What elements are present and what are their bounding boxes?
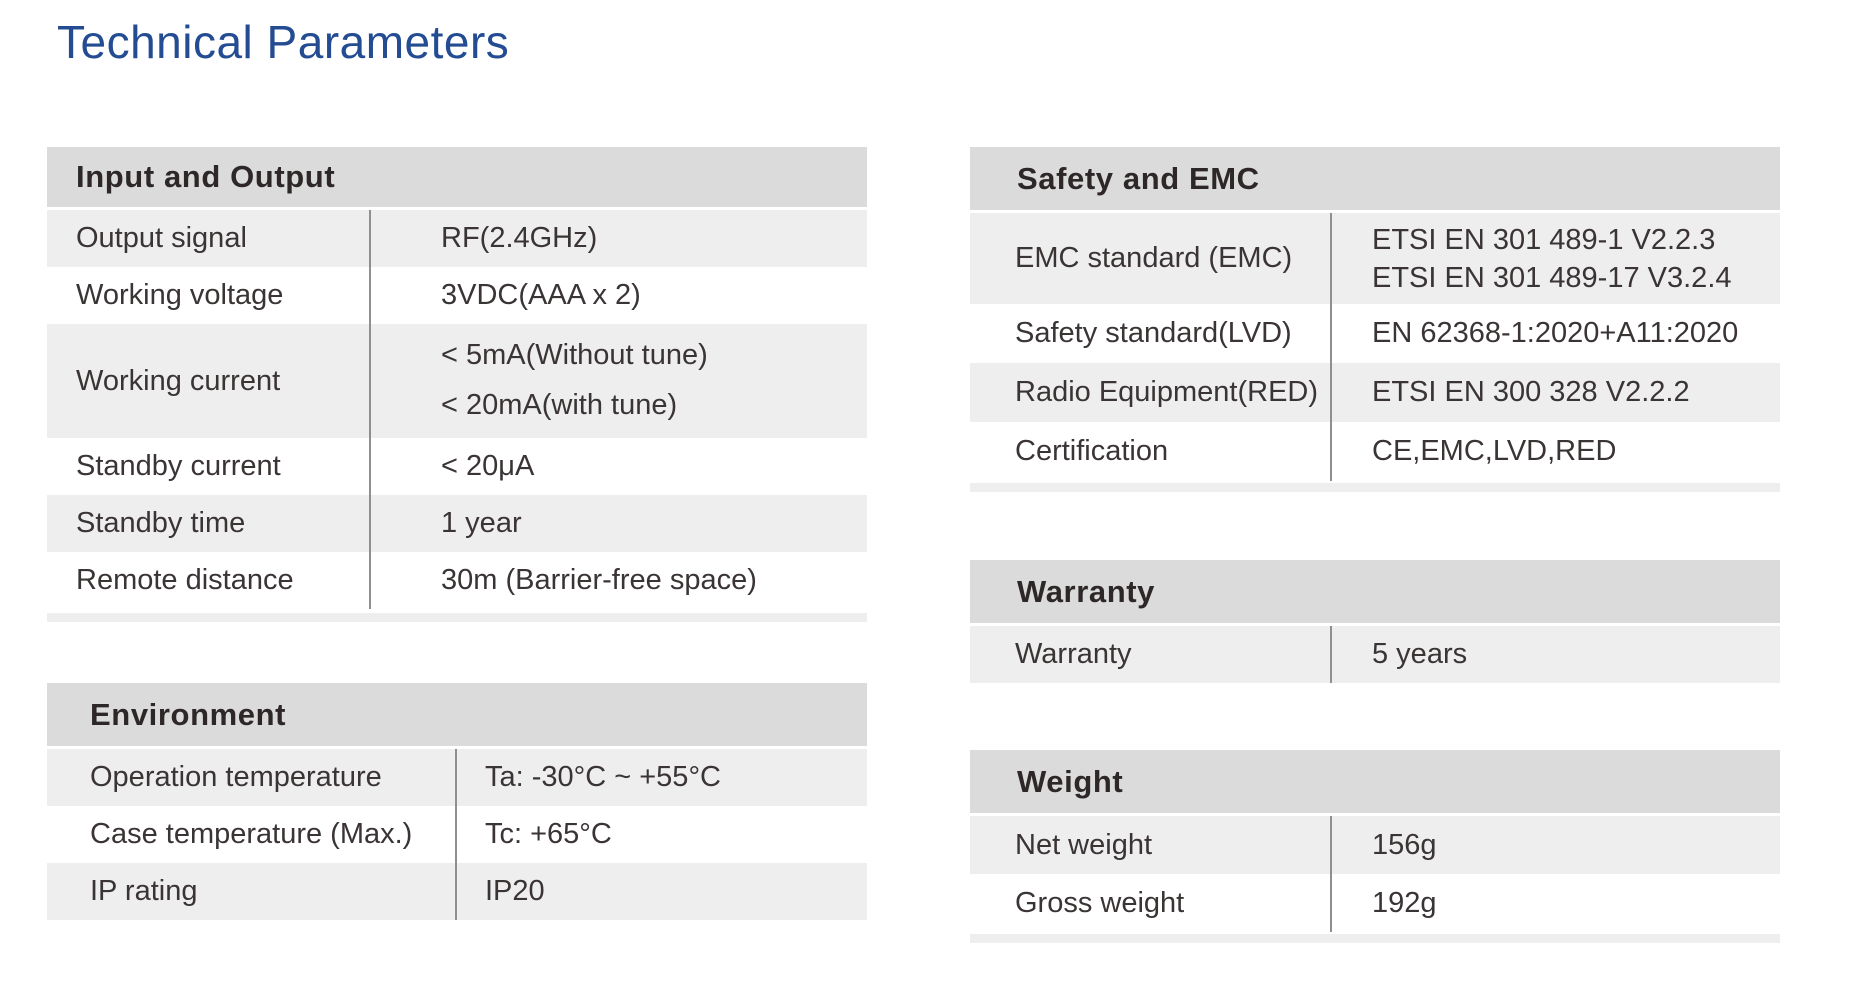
- param-label: EMC standard (EMC): [970, 213, 1332, 304]
- table-footer-strip: [47, 613, 867, 622]
- safety-emc-table-body: EMC standard (EMC) ETSI EN 301 489-1 V2.…: [970, 213, 1780, 481]
- table-row: Gross weight 192g: [970, 874, 1780, 932]
- table-row: Safety standard(LVD) EN 62368-1:2020+A11…: [970, 304, 1780, 363]
- weight-table-body: Net weight 156g Gross weight 192g: [970, 816, 1780, 932]
- weight-table-header: Weight: [970, 750, 1780, 813]
- param-value: 30m (Barrier-free space): [441, 564, 757, 596]
- safety-emc-table-header: Safety and EMC: [970, 147, 1780, 210]
- param-value: Ta: -30°C ~ +55°C: [485, 761, 721, 793]
- param-value-line-1: ETSI EN 301 489-1 V2.2.3: [1372, 223, 1716, 256]
- param-value-line-2: ETSI EN 301 489-17 V3.2.4: [1372, 261, 1732, 294]
- table-row: EMC standard (EMC) ETSI EN 301 489-1 V2.…: [970, 213, 1780, 304]
- param-value-line-2: < 20mA(with tune): [441, 389, 678, 421]
- table-footer-strip: [970, 483, 1780, 492]
- param-value: 156g: [1372, 828, 1437, 861]
- param-value: EN 62368-1:2020+A11:2020: [1372, 317, 1739, 349]
- table-row: Case temperature (Max.) Tc: +65°C: [47, 806, 867, 863]
- param-label: Safety standard(LVD): [970, 304, 1332, 363]
- table-title: Warranty: [1017, 573, 1156, 609]
- param-label: IP rating: [47, 863, 457, 920]
- param-value: Tc: +65°C: [485, 818, 612, 850]
- param-value: ETSI EN 300 328 V2.2.2: [1372, 376, 1690, 408]
- environment-table-header: Environment: [47, 683, 867, 746]
- table-row: Standby time 1 year: [47, 495, 867, 552]
- right-column: Safety and EMC EMC standard (EMC) ETSI E…: [970, 147, 1780, 943]
- param-value: 192g: [1372, 886, 1437, 919]
- param-label: Certification: [970, 422, 1332, 481]
- param-value: < 5mA(Without tune) < 20mA(with tune): [371, 324, 867, 438]
- param-value: CE,EMC,LVD,RED: [1372, 435, 1617, 467]
- param-label: Operation temperature: [47, 749, 457, 806]
- table-row: Output signal RF(2.4GHz): [47, 210, 867, 267]
- param-label: Warranty: [970, 626, 1332, 683]
- param-label: Case temperature (Max.): [47, 806, 457, 863]
- environment-table: Environment Operation temperature Ta: -3…: [47, 683, 867, 920]
- param-value: IP20: [485, 875, 545, 907]
- param-label: Working current: [47, 324, 371, 438]
- param-value: 3VDC(AAA x 2): [441, 279, 641, 311]
- table-title: Environment: [90, 696, 287, 732]
- param-label: Gross weight: [970, 874, 1332, 932]
- table-row: Remote distance 30m (Barrier-free space): [47, 552, 867, 609]
- left-column: Input and Output Output signal RF(2.4GHz…: [47, 147, 867, 920]
- table-title: Weight: [1017, 763, 1124, 799]
- param-label: Working voltage: [47, 267, 371, 324]
- table-row: Warranty 5 years: [970, 626, 1780, 683]
- warranty-table-body: Warranty 5 years: [970, 626, 1780, 683]
- table-row: Net weight 156g: [970, 816, 1780, 874]
- table-row: Operation temperature Ta: -30°C ~ +55°C: [47, 749, 867, 806]
- weight-table: Weight Net weight 156g Gross weight 192g: [970, 750, 1780, 943]
- warranty-table: Warranty Warranty 5 years: [970, 560, 1780, 683]
- environment-table-body: Operation temperature Ta: -30°C ~ +55°C …: [47, 749, 867, 920]
- param-value: 1 year: [441, 507, 522, 539]
- param-label: Standby current: [47, 438, 371, 495]
- table-footer-strip: [970, 934, 1780, 943]
- safety-emc-table: Safety and EMC EMC standard (EMC) ETSI E…: [970, 147, 1780, 492]
- warranty-table-header: Warranty: [970, 560, 1780, 623]
- param-label: Remote distance: [47, 552, 371, 609]
- param-value-line-1: < 5mA(Without tune): [441, 339, 708, 372]
- table-title: Safety and EMC: [1017, 160, 1260, 196]
- param-label: Net weight: [970, 816, 1332, 874]
- param-label: Standby time: [47, 495, 371, 552]
- page-title: Technical Parameters: [57, 16, 510, 68]
- input-output-table-body: Output signal RF(2.4GHz) Working voltage…: [47, 210, 867, 609]
- table-row: Standby current < 20μA: [47, 438, 867, 495]
- table-row: Working voltage 3VDC(AAA x 2): [47, 267, 867, 324]
- param-value: < 20μA: [441, 450, 535, 482]
- input-output-table-header: Input and Output: [47, 147, 867, 207]
- param-value: RF(2.4GHz): [441, 222, 598, 254]
- param-label: Radio Equipment(RED): [970, 363, 1332, 422]
- param-value: ETSI EN 301 489-1 V2.2.3 ETSI EN 301 489…: [1332, 213, 1780, 304]
- table-row: Working current < 5mA(Without tune) < 20…: [47, 324, 867, 438]
- table-row: IP rating IP20: [47, 863, 867, 920]
- table-row: Certification CE,EMC,LVD,RED: [970, 422, 1780, 481]
- param-label: Output signal: [47, 210, 371, 267]
- table-row: Radio Equipment(RED) ETSI EN 300 328 V2.…: [970, 363, 1780, 422]
- table-title: Input and Output: [76, 159, 336, 194]
- param-value: 5 years: [1372, 638, 1468, 670]
- input-output-table: Input and Output Output signal RF(2.4GHz…: [47, 147, 867, 622]
